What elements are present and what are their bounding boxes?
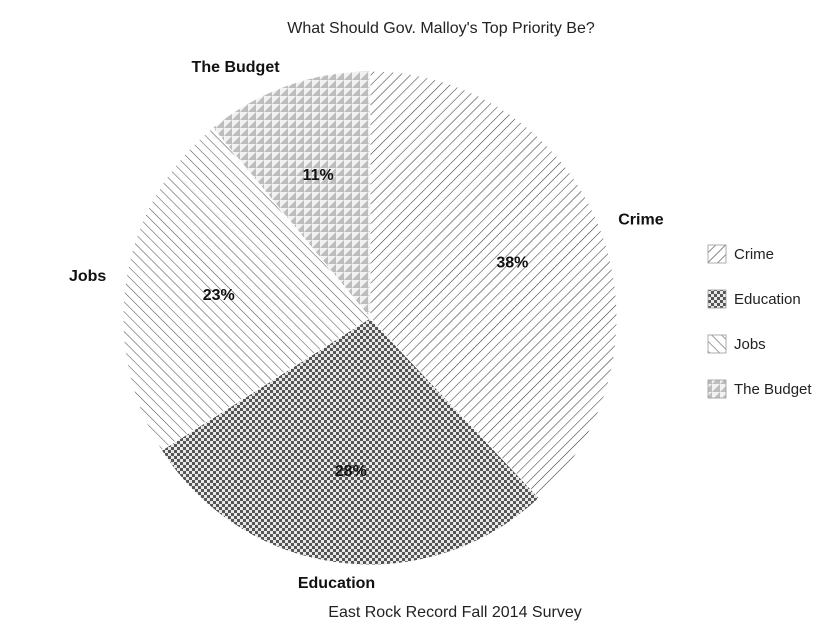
percent-label-crime: 38% <box>496 255 528 272</box>
percent-label-jobs: 23% <box>203 287 235 304</box>
percent-label-the-budget: 11% <box>303 167 334 184</box>
percent-label-education: 28% <box>335 463 367 480</box>
slice-label-crime: Crime <box>618 212 663 229</box>
slice-labels: Crime Education Jobs The Budget <box>69 59 664 592</box>
legend-swatch-jobs <box>707 334 727 354</box>
percent-labels: 38% 28% 23% 11% <box>203 167 529 480</box>
legend-label-education: Education <box>734 291 801 308</box>
legend-label-the-budget: The Budget <box>734 381 812 398</box>
pie-slice-crime <box>369 70 618 499</box>
legend-label-crime: Crime <box>734 246 774 263</box>
slice-label-jobs: Jobs <box>69 268 106 285</box>
pie-slice-jobs <box>122 126 371 452</box>
legend-label-jobs: Jobs <box>734 336 766 353</box>
legend-swatch-the-budget <box>707 379 727 399</box>
chart-title: What Should Gov. Malloy's Top Priority B… <box>287 20 595 37</box>
slice-label-education: Education <box>298 575 375 592</box>
chart-caption: East Rock Record Fall 2014 Survey <box>328 604 581 621</box>
pie-slice-education <box>160 317 540 566</box>
pie-slices <box>122 70 618 566</box>
legend: Crime Education Jobs The Budget <box>707 244 812 399</box>
pie-slice-the-budget <box>211 70 371 320</box>
slice-label-the-budget: The Budget <box>192 59 281 76</box>
legend-swatch-education <box>707 289 727 309</box>
legend-swatch-crime <box>707 244 727 264</box>
